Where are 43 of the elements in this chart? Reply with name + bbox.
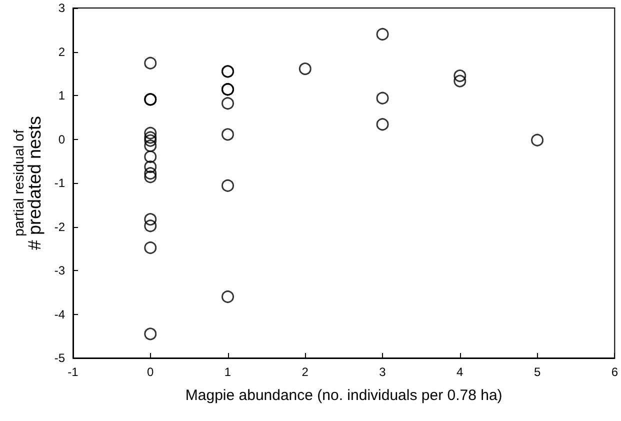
point [144,160,157,174]
y-tick-label: -1 [54,176,66,190]
point [144,131,157,144]
y-tick-label: -2 [54,220,66,234]
y-tick-label: -4 [54,307,66,322]
point [144,328,157,340]
x-tick-label: 6 [611,365,618,379]
x-tick-label: 2 [302,365,309,379]
point [454,70,466,82]
y-tick-label: 0 [58,132,66,146]
point [222,290,234,303]
y-tick-label: -5 [54,351,66,365]
y-tick-label: 1 [58,88,66,102]
point [222,128,234,141]
x-tick-label: -1 [68,365,79,379]
point [144,213,157,226]
x-tick-label: 1 [224,365,232,379]
point [454,74,466,88]
point [376,28,389,40]
x-tick-label: 5 [534,365,541,379]
y-tick-label: -3 [54,264,66,278]
point [376,118,389,131]
point [144,170,157,184]
point [144,140,157,152]
x-axis-title: Magpie abundance (no. individuals per 0.78 ha) [185,387,502,404]
x-tick-label: 3 [379,365,386,379]
point [144,134,157,147]
point [144,150,157,163]
point [144,56,157,70]
y-axis-title: partial residual of # predated nests [10,116,44,250]
x-tick-label: 0 [147,365,154,379]
point [376,92,389,104]
point [298,62,312,76]
point [222,179,234,192]
point [144,220,157,232]
point [144,242,157,254]
x-tick-label: 4 [456,365,464,379]
point [222,97,234,110]
point [144,126,157,140]
point [144,167,157,180]
point [531,134,544,146]
y-tick-label: 2 [58,44,66,59]
y-tick-label: 3 [58,1,66,15]
